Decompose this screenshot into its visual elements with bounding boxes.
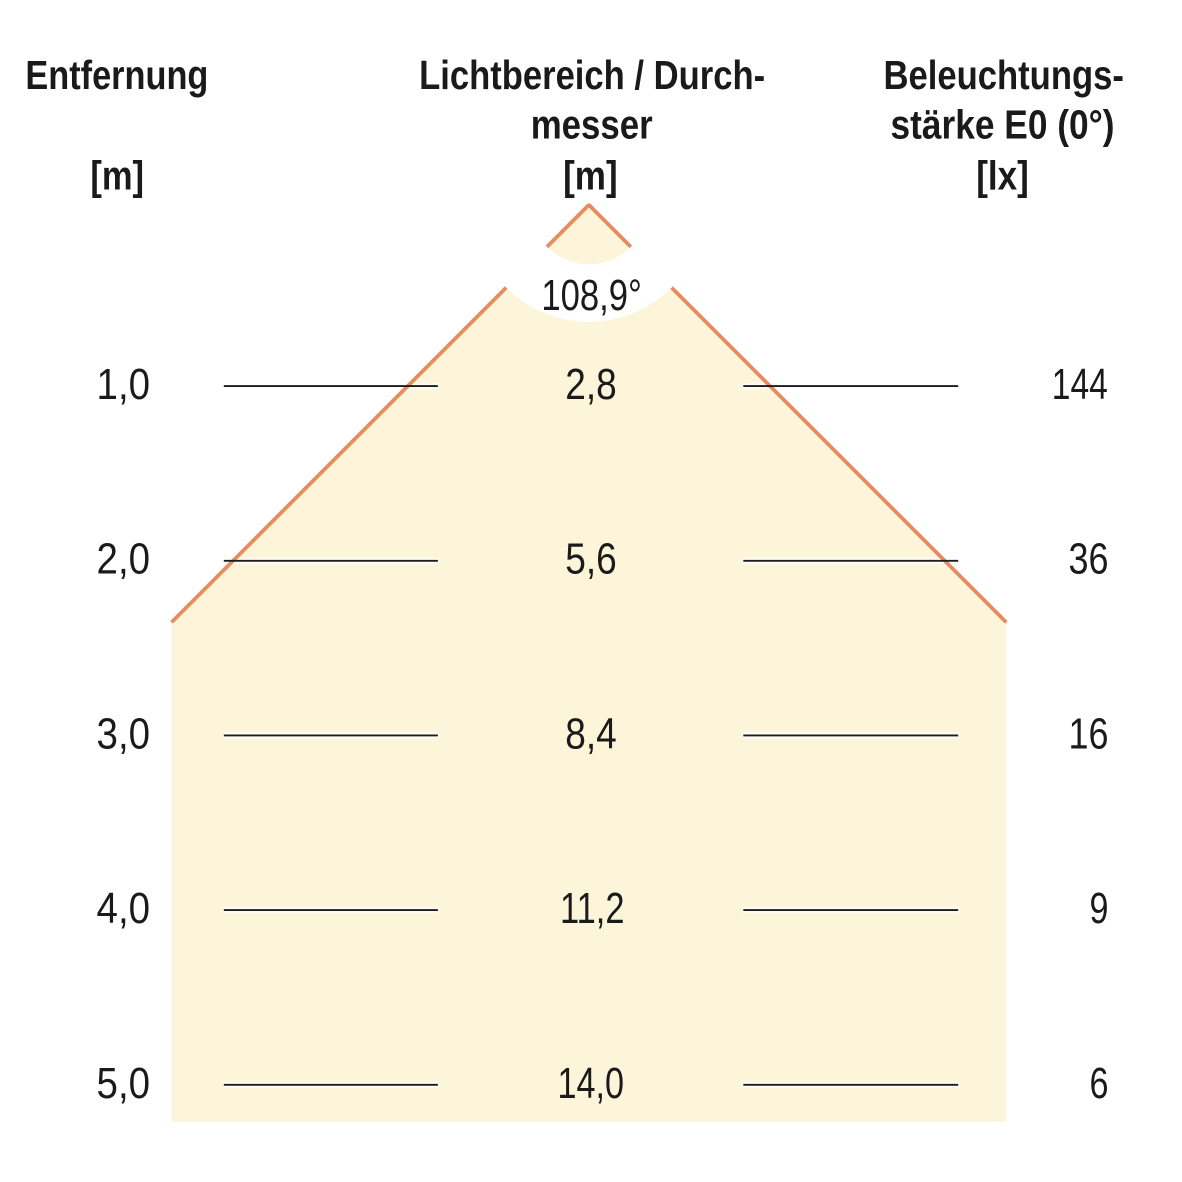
svg-text:9: 9 (1090, 884, 1109, 933)
svg-text:14,0: 14,0 (558, 1059, 625, 1108)
svg-text:4,0: 4,0 (97, 884, 151, 933)
svg-text:messer: messer (531, 102, 653, 148)
svg-text:[m]: [m] (563, 152, 618, 198)
svg-text:1,0: 1,0 (97, 360, 151, 409)
svg-text:Entfernung: Entfernung (25, 52, 208, 98)
svg-text:144: 144 (1052, 360, 1108, 409)
svg-text:2,0: 2,0 (97, 535, 151, 584)
svg-text:5,6: 5,6 (565, 535, 617, 584)
svg-text:6: 6 (1090, 1059, 1109, 1108)
svg-text:11,2: 11,2 (560, 884, 625, 933)
svg-text:Beleuchtungs-: Beleuchtungs- (883, 52, 1124, 98)
svg-text:stärke E0 (0°): stärke E0 (0°) (891, 102, 1115, 148)
svg-text:5,0: 5,0 (97, 1059, 151, 1108)
svg-text:8,4: 8,4 (565, 709, 617, 758)
svg-text:108,9°: 108,9° (541, 271, 642, 320)
svg-text:3,0: 3,0 (97, 709, 151, 758)
svg-text:Lichtbereich / Durch-: Lichtbereich / Durch- (419, 52, 765, 98)
svg-text:16: 16 (1069, 709, 1109, 758)
svg-text:36: 36 (1069, 535, 1109, 584)
svg-text:[m]: [m] (90, 152, 144, 198)
svg-text:[lx]: [lx] (976, 152, 1029, 198)
svg-text:2,8: 2,8 (565, 360, 617, 409)
